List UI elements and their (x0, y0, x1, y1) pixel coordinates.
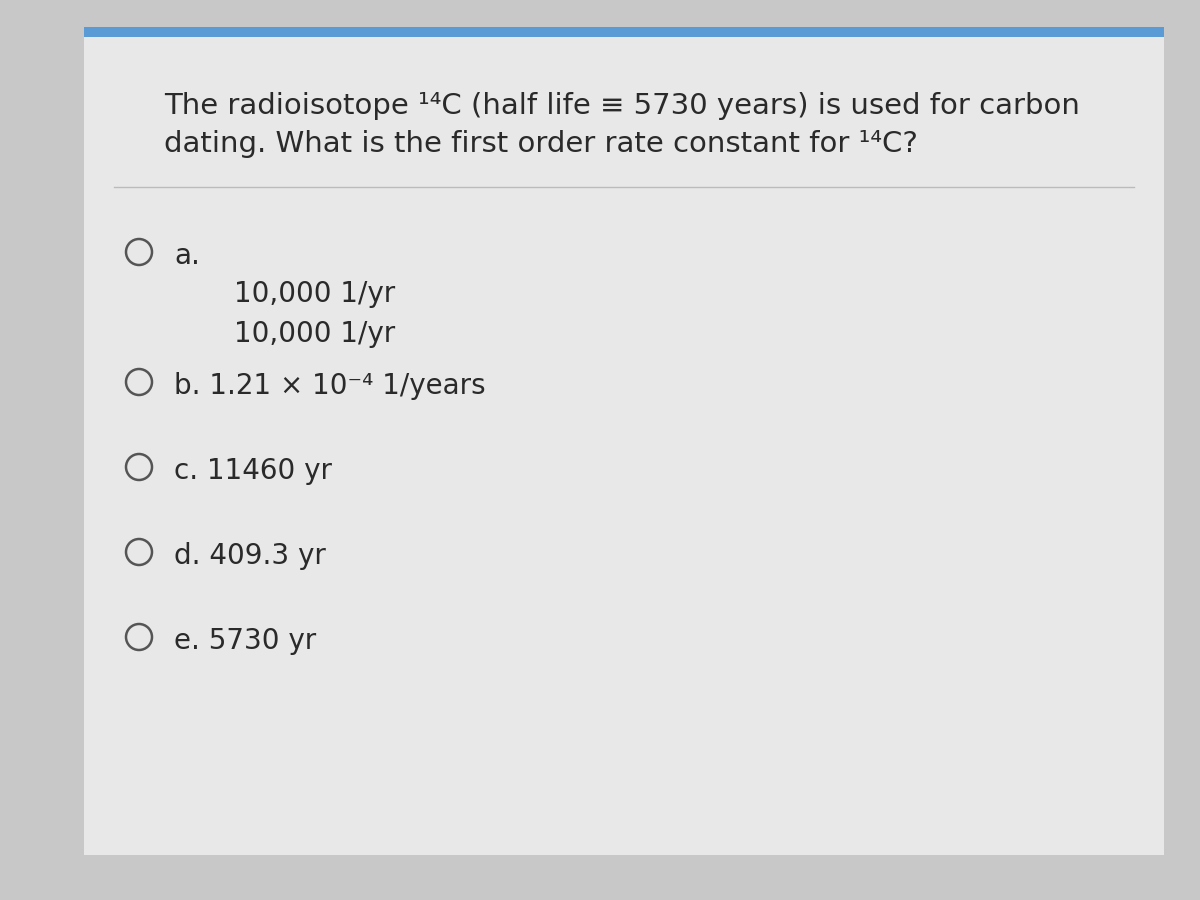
Text: 10,000 1/yr: 10,000 1/yr (234, 280, 395, 308)
Text: dating. What is the first order rate constant for ¹⁴C?: dating. What is the first order rate con… (164, 130, 918, 158)
Text: c. 11460 yr: c. 11460 yr (174, 457, 332, 485)
Text: d. 409.3 yr: d. 409.3 yr (174, 542, 326, 570)
Text: b. 1.21 × 10⁻⁴ 1/years: b. 1.21 × 10⁻⁴ 1/years (174, 372, 486, 400)
Text: 10,000 1/yr: 10,000 1/yr (234, 320, 395, 348)
Text: a.: a. (174, 242, 200, 270)
Text: e. 5730 yr: e. 5730 yr (174, 627, 317, 655)
Text: The radioisotope ¹⁴C (half life ≡ 5730 years) is used for carbon: The radioisotope ¹⁴C (half life ≡ 5730 y… (164, 92, 1080, 120)
Bar (84, 27, 1164, 37)
